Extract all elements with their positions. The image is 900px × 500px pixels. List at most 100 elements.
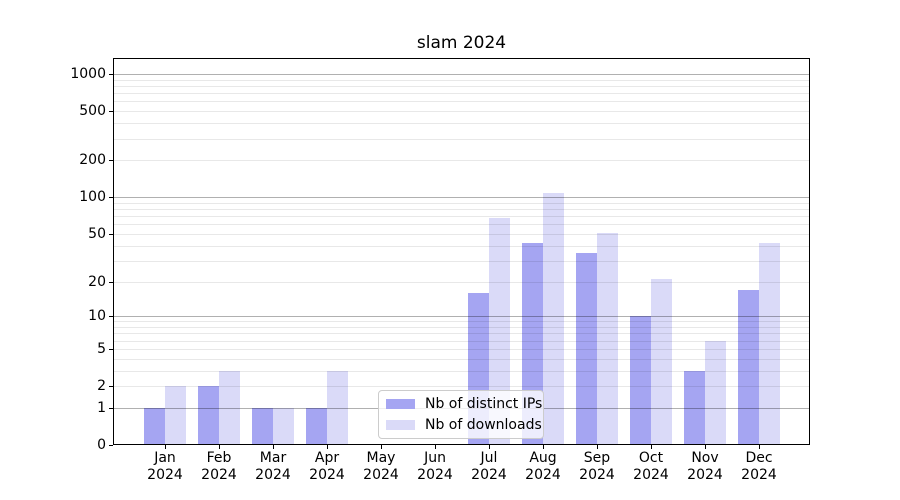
x-tick-label: Jul 2024 [454,450,524,484]
x-tick-year: 2024 [471,467,507,483]
minor-gridline [114,209,809,210]
x-tick-month: Oct [638,450,664,466]
y-tick-label: 200 [79,152,106,168]
x-tick-mark [219,445,220,449]
chart-title: slam 2024 [416,33,507,53]
x-tick-year: 2024 [525,467,561,483]
x-tick-year: 2024 [255,467,291,483]
x-tick-mark [381,445,382,449]
x-tick-mark [759,445,760,449]
x-tick-label: Dec 2024 [724,450,794,484]
minor-gridline [114,139,809,140]
x-tick-mark [543,445,544,449]
minor-gridline [114,246,809,247]
y-tick-label: 10 [88,308,106,324]
plot-area [113,58,810,445]
x-tick-label: Nov 2024 [670,450,740,484]
y-tick-mark [109,349,113,350]
bar-downloads-jan [165,386,186,444]
minor-gridline [114,101,809,102]
x-tick-month: Dec [745,450,773,466]
bar-ips-sep [576,252,597,444]
bar-downloads-nov [705,340,726,444]
legend-label-downloads: Nb of downloads [425,416,542,433]
y-tick-mark [109,445,113,446]
x-tick-mark [597,445,598,449]
bar-downloads-dec [759,243,780,444]
x-tick-month: Jul [480,450,498,466]
minor-gridline [114,111,809,112]
y-tick-mark [109,386,113,387]
x-tick-year: 2024 [147,467,183,483]
minor-gridline [114,93,809,94]
x-tick-month: Jan [154,450,176,466]
y-tick-mark [109,160,113,161]
x-tick-label: Aug 2024 [508,450,578,484]
y-tick-label: 500 [79,103,106,119]
bar-downloads-jul [489,218,510,444]
x-tick-month: Nov [691,450,719,466]
legend-swatch-distinct-ips [386,399,415,409]
y-tick-mark [109,316,113,317]
y-tick-mark [109,234,113,235]
x-tick-year: 2024 [633,467,669,483]
bar-ips-jan [144,407,165,444]
minor-gridline [114,386,809,387]
minor-gridline [114,341,809,342]
y-tick-label: 50 [88,226,106,242]
minor-gridline [114,333,809,334]
minor-gridline [114,86,809,87]
bar-ips-oct [630,316,651,444]
x-tick-month: Jun [424,450,446,466]
y-tick-label: 20 [88,274,106,290]
minor-gridline [114,224,809,225]
x-tick-label: Jan 2024 [130,450,200,484]
bar-downloads-feb [219,370,240,444]
x-tick-label: Sep 2024 [562,450,632,484]
y-tick-label: 100 [79,189,106,205]
x-tick-mark [651,445,652,449]
x-tick-year: 2024 [687,467,723,483]
bar-ips-mar [252,407,273,444]
x-tick-mark [273,445,274,449]
minor-gridline [114,327,809,328]
minor-gridline [114,216,809,217]
legend-item-distinct-ips: Nb of distinct IPs [379,395,543,412]
minor-gridline [114,80,809,81]
bar-ips-dec [738,289,759,444]
y-tick-label: 1 [97,400,106,416]
y-tick-mark [109,282,113,283]
minor-gridline [114,371,809,372]
major-gridline [114,197,809,198]
major-gridline [114,74,809,75]
y-tick-label: 1000 [70,66,106,82]
y-tick-mark [109,74,113,75]
bar-ips-feb [198,386,219,444]
x-tick-month: Aug [529,450,557,466]
major-gridline [114,316,809,317]
y-tick-label: 0 [97,437,106,453]
x-tick-label: Jun 2024 [400,450,470,484]
y-tick-mark [109,111,113,112]
x-tick-mark [327,445,328,449]
y-tick-mark [109,408,113,409]
x-tick-label: May 2024 [346,450,416,484]
minor-gridline [114,203,809,204]
x-tick-month: Apr [314,450,340,466]
minor-gridline [114,261,809,262]
legend-swatch-downloads [386,420,415,430]
minor-gridline [114,123,809,124]
bar-downloads-aug [543,193,564,444]
x-tick-month: May [366,450,396,466]
bar-ips-nov [684,370,705,444]
x-tick-year: 2024 [417,467,453,483]
minor-gridline [114,359,809,360]
bar-downloads-apr [327,370,348,444]
legend: Nb of distinct IPs Nb of downloads [378,390,544,439]
minor-gridline [114,234,809,235]
legend-label-distinct-ips: Nb of distinct IPs [425,395,543,412]
minor-gridline [114,349,809,350]
x-tick-year: 2024 [201,467,237,483]
x-tick-year: 2024 [363,467,399,483]
bar-downloads-mar [273,407,294,444]
